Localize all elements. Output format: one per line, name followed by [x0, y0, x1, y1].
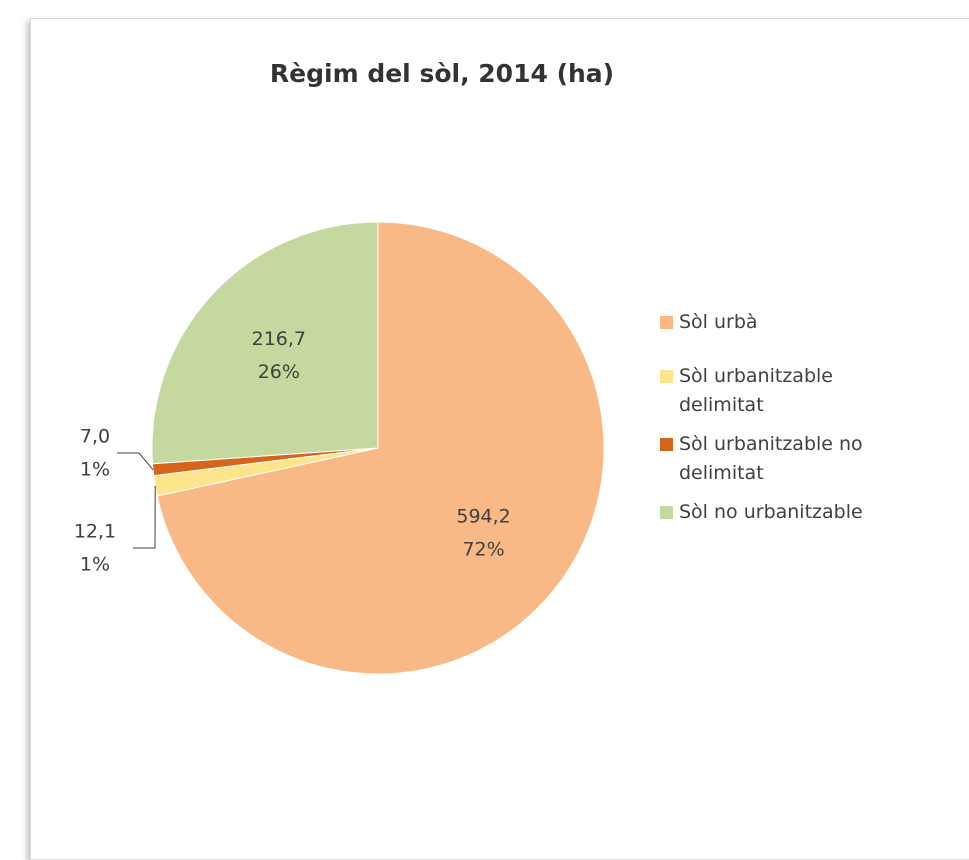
legend: Sòl urbà Sòl urbanitzable delimitat Sòl ur…	[657, 308, 887, 527]
legend-item: Sòl no urbanitzable	[657, 498, 887, 527]
legend-item: Sòl urbanitzable no delimitat	[657, 430, 887, 488]
legend-swatch	[660, 316, 673, 329]
legend-swatch	[660, 370, 673, 383]
value-label: 7,0	[80, 426, 110, 448]
legend-swatch	[660, 438, 673, 451]
value-label: 594,2	[456, 506, 510, 528]
legend-label: Sòl urbà	[679, 311, 758, 333]
value-label: 216,7	[252, 328, 306, 350]
chart-title: Règim del sòl, 2014 (ha)	[270, 59, 614, 88]
pie-slice	[151, 221, 379, 465]
percent-label: 1%	[80, 554, 110, 576]
legend-item: Sòl urbanitzable delimitat	[657, 362, 887, 420]
legend-label: Sòl urbanitzable no delimitat	[679, 433, 863, 484]
chart: Règim del sòl, 2014 (ha) 594,2 72% 12,1 1% 7…	[74, 59, 614, 675]
leader-line	[117, 452, 154, 471]
leader-line	[133, 485, 156, 549]
legend-swatch	[660, 506, 673, 519]
legend-item: Sòl urbà	[657, 308, 887, 337]
value-label: 12,1	[74, 521, 116, 543]
pie-slice	[156, 221, 605, 675]
legend-label: Sòl no urbanitzable	[679, 501, 863, 523]
percent-label: 72%	[462, 539, 504, 561]
percent-label: 1%	[80, 459, 110, 481]
legend-label: Sòl urbanitzable delimitat	[679, 365, 833, 416]
percent-label: 26%	[258, 361, 300, 383]
